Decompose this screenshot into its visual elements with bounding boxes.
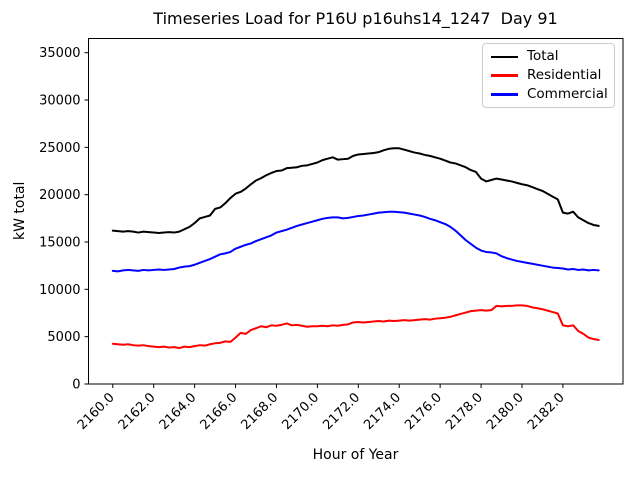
y-tick-label: 10000 xyxy=(39,283,80,298)
x-tick-label: 2164.0 xyxy=(157,390,200,433)
x-tick-label: 2166.0 xyxy=(198,390,241,433)
y-tick-label: 20000 xyxy=(39,188,80,203)
legend-line-total xyxy=(491,55,518,58)
legend-line-residential xyxy=(491,74,518,77)
legend-entry-total: Total xyxy=(491,48,606,64)
y-tick-label: 30000 xyxy=(39,94,80,109)
x-tick-label: 2172.0 xyxy=(320,390,363,433)
y-tick-label: 0 xyxy=(72,378,80,393)
y-axis-label: kW total xyxy=(12,181,28,241)
legend-entry-commercial: Commercial xyxy=(491,85,608,102)
legend: Total Residential Commercial xyxy=(482,43,615,108)
x-tick-label: 2160.0 xyxy=(75,390,118,433)
chart-title: Timeseries Load for P16U p16uhs14_1247 D… xyxy=(153,9,558,28)
legend-entry-residential: Residential xyxy=(491,66,606,83)
x-tick-label: 2168.0 xyxy=(239,390,282,433)
y-tick-label: 25000 xyxy=(39,141,80,156)
x-tick-label: 2170.0 xyxy=(279,390,322,433)
x-tick-label: 2178.0 xyxy=(443,390,486,433)
series-line-residential xyxy=(111,304,600,350)
series-line-commercial xyxy=(111,210,600,273)
y-tick-label: 35000 xyxy=(39,46,80,61)
x-tick-label: 2162.0 xyxy=(116,390,159,433)
y-tick-label: 5000 xyxy=(47,330,80,345)
x-tick-label: 2174.0 xyxy=(361,390,404,433)
legend-label-total: Total xyxy=(527,48,559,64)
series-line-total xyxy=(111,147,600,235)
legend-line-commercial xyxy=(491,93,518,96)
legend-label-commercial: Commercial xyxy=(527,85,608,102)
x-tick-label: 2182.0 xyxy=(525,390,568,433)
x-tick-label: 2176.0 xyxy=(402,390,445,433)
x-axis-label: Hour of Year xyxy=(312,447,399,463)
legend-label-residential: Residential xyxy=(527,66,602,83)
y-tick-label: 15000 xyxy=(39,236,80,251)
x-tick-label: 2180.0 xyxy=(484,390,527,433)
